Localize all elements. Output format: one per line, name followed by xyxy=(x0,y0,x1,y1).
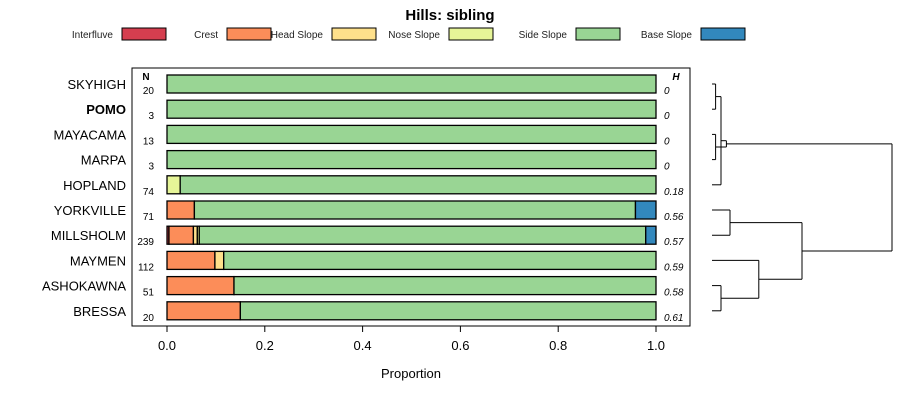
bar-segment xyxy=(166,250,216,271)
bar-segment xyxy=(166,275,235,296)
bar-segment xyxy=(166,124,657,145)
bar-segment xyxy=(168,225,195,245)
legend-label: Crest xyxy=(194,30,218,41)
bar-segment xyxy=(166,149,657,170)
row-h-value: 0 xyxy=(664,111,670,122)
bar-segment xyxy=(193,200,637,220)
row-label: MAYACAMA xyxy=(54,127,127,142)
row-n-value: 51 xyxy=(143,288,155,299)
row-label: MARPA xyxy=(81,153,127,168)
legend-label: Nose Slope xyxy=(388,30,440,41)
row-h-value: 0.57 xyxy=(664,237,684,248)
row-n-value: 20 xyxy=(143,313,155,324)
n-header: N xyxy=(142,72,149,83)
dendrogram xyxy=(712,83,893,312)
legend-swatch xyxy=(121,27,167,41)
row-n-value: 239 xyxy=(137,237,154,248)
row-n-value: 74 xyxy=(143,187,155,198)
bar-segment xyxy=(166,74,657,94)
bar-segment xyxy=(198,225,647,245)
row-h-value: 0.61 xyxy=(664,313,683,324)
row-n-value: 3 xyxy=(148,111,154,122)
bar-segment xyxy=(166,175,181,195)
x-tick-label: 0.8 xyxy=(549,338,567,353)
x-axis-label: Proportion xyxy=(381,366,441,381)
row-n-value: 20 xyxy=(143,86,155,97)
legend-swatch xyxy=(448,27,494,41)
row-label: POMO xyxy=(86,102,126,117)
bar-segment xyxy=(166,200,196,220)
row-n-value: 112 xyxy=(138,262,154,273)
bar-segment xyxy=(179,175,657,195)
row-h-value: 0.56 xyxy=(664,212,684,223)
x-tick-label: 1.0 xyxy=(647,338,665,353)
row-h-value: 0.58 xyxy=(664,288,684,299)
legend-swatch xyxy=(700,27,746,41)
row-n-value: 3 xyxy=(148,162,154,173)
legend-swatch xyxy=(575,27,621,41)
row-label: MAYMEN xyxy=(70,253,126,268)
row-h-value: 0 xyxy=(664,136,670,147)
x-tick-label: 0.4 xyxy=(354,338,372,353)
row-h-value: 0 xyxy=(664,162,670,173)
row-label: ASHOKAWNA xyxy=(42,279,126,294)
legend-label: Side Slope xyxy=(519,30,568,41)
h-header: H xyxy=(672,72,680,83)
chart-title: Hills: sibling xyxy=(405,7,494,24)
x-tick-label: 0.6 xyxy=(451,338,469,353)
bar-segment xyxy=(166,99,657,119)
row-n-value: 71 xyxy=(143,212,155,223)
bar-segment xyxy=(645,225,657,245)
row-label: MILLSHOLM xyxy=(51,228,126,243)
row-label: SKYHIGH xyxy=(67,77,126,92)
bar-segment xyxy=(166,301,241,321)
bar-rows: SKYHIGH 20 0 POMO 3 0 MAYACAMA 13 0 MARPA 3 0 HOPLAN… xyxy=(42,74,684,324)
legend-label: Interfluve xyxy=(72,30,114,41)
bar-segment xyxy=(233,275,657,296)
legend: Interfluve Crest Head Slope Nose Slope Side … xyxy=(72,27,746,41)
legend-label: Base Slope xyxy=(641,30,693,41)
x-axis: 0.0 0.2 0.4 0.6 0.8 1.0 xyxy=(158,326,665,353)
bar-segment xyxy=(214,250,225,271)
x-tick-label: 0.2 xyxy=(256,338,274,353)
legend-swatch xyxy=(331,27,377,41)
bar-segment xyxy=(634,200,657,220)
row-h-value: 0.59 xyxy=(664,262,684,273)
legend-swatch xyxy=(226,27,272,41)
row-label: YORKVILLE xyxy=(54,203,127,218)
row-n-value: 13 xyxy=(143,136,155,147)
bar-segment xyxy=(239,301,657,321)
row-h-value: 0 xyxy=(664,86,670,97)
plot-panel xyxy=(131,67,691,327)
x-tick-label: 0.0 xyxy=(158,338,176,353)
bar-segment xyxy=(223,250,657,271)
row-label: BRESSA xyxy=(73,304,126,319)
row-h-value: 0.18 xyxy=(664,187,684,198)
row-label: HOPLAND xyxy=(63,178,126,193)
legend-label: Head Slope xyxy=(271,30,324,41)
